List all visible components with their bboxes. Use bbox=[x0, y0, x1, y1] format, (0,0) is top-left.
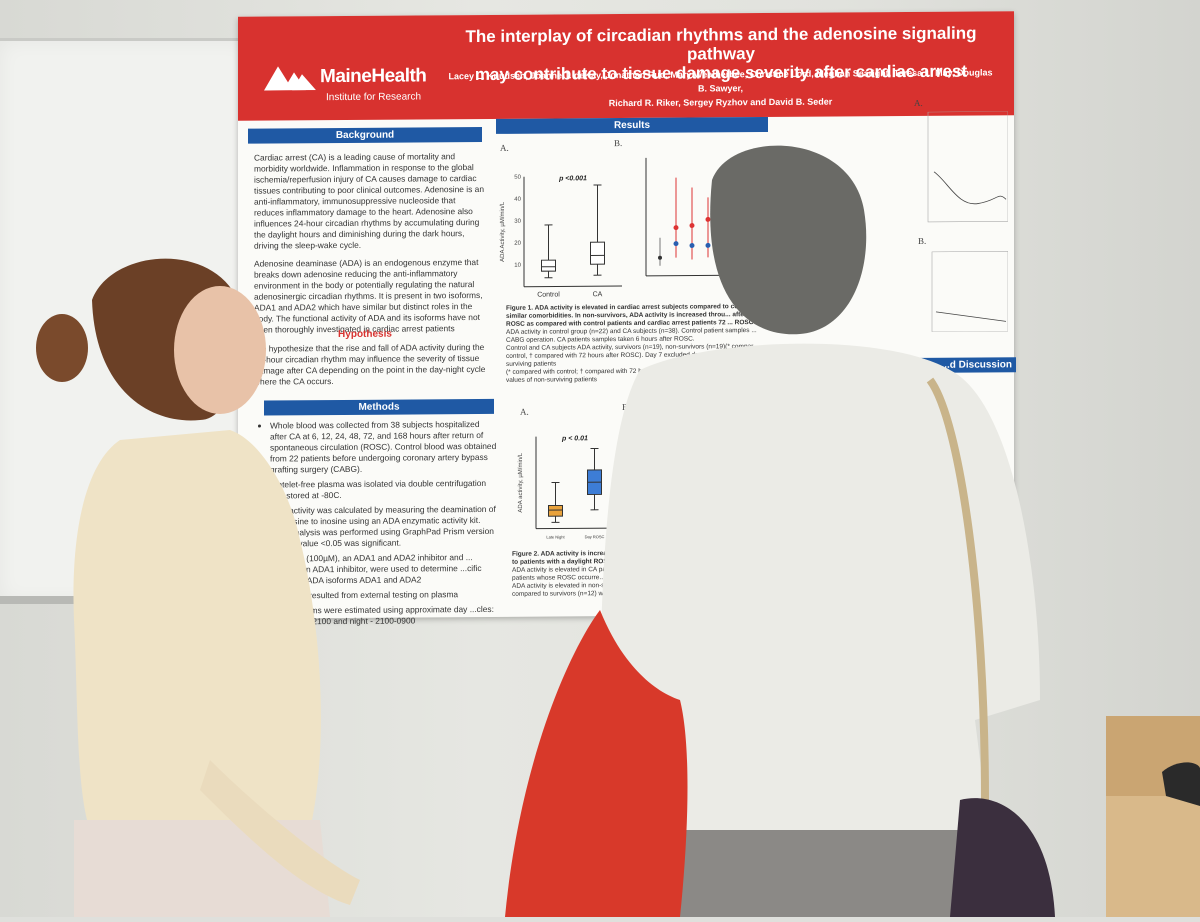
desk-with-phone bbox=[1106, 716, 1200, 917]
left-person bbox=[36, 259, 360, 917]
phone-icon bbox=[1106, 716, 1200, 917]
